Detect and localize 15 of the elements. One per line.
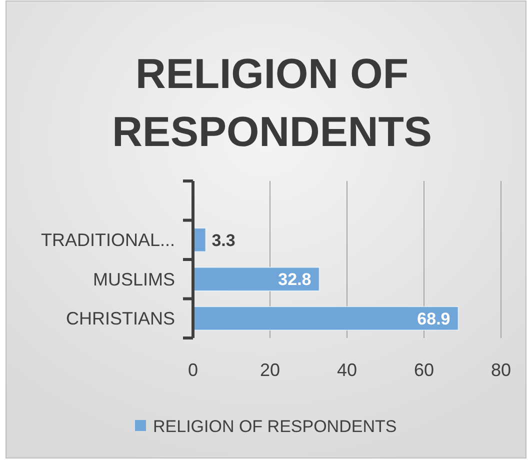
data-label: 3.3: [212, 230, 236, 250]
text: RELIGION OF RESPONDENTS: [153, 416, 397, 436]
x-tick-label: 0: [188, 360, 198, 380]
y-tick-label: MUSLIMS: [92, 269, 175, 290]
x-tick-label: 60: [414, 360, 434, 380]
bar: [192, 266, 320, 292]
x-tick-label: 80: [490, 360, 512, 380]
bar: [192, 306, 459, 331]
y-tick-label: CHRISTIANS: [66, 308, 175, 329]
data-label: 68.9: [417, 309, 450, 328]
data-label: 32.8: [278, 270, 312, 290]
x-tick-label: 40: [336, 360, 358, 380]
y-tick-label: TRADITIONAL...: [40, 230, 175, 250]
x-tick-label: 20: [260, 360, 280, 380]
chart-title: RELIGION OF RESPONDENTS: [112, 50, 432, 155]
